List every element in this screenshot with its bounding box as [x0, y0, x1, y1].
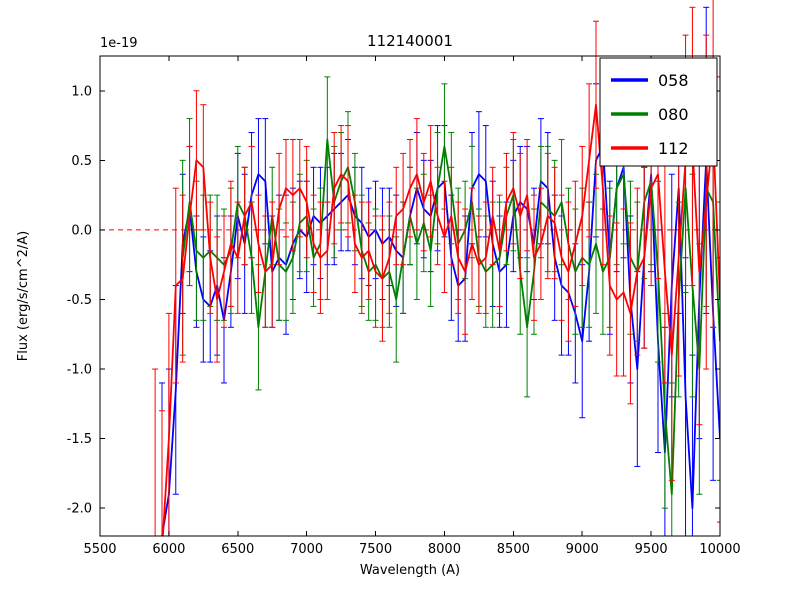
- x-tick-label: 10000: [699, 542, 740, 557]
- x-tick-label: 6000: [152, 542, 185, 557]
- tick-labels: 5500 6000 6500 7000 7500 8000 8500 9000 9500 1000…: [67, 84, 741, 557]
- x-tick-label: 7500: [359, 542, 392, 557]
- y-tick-label: -2.0: [67, 502, 92, 517]
- y-tick-label: 1.0: [71, 84, 92, 99]
- y-axis-label: Flux (erg/s/cm^2/A): [16, 231, 31, 361]
- x-tick-label: 9500: [635, 542, 668, 557]
- x-tick-label: 8500: [497, 542, 530, 557]
- y-tick-label: 0.5: [71, 154, 92, 169]
- y-tick-label: 0.0: [71, 223, 92, 238]
- chart-title: 112140001: [367, 32, 453, 50]
- series-058-line: [161, 145, 720, 536]
- plot-frame: [99, 55, 721, 537]
- x-axis-label: Wavelength (A): [360, 563, 460, 578]
- legend-label: 058: [658, 71, 689, 90]
- tick-marks: [99, 56, 721, 536]
- legend-label: 112: [658, 139, 689, 158]
- x-tick-label: 6500: [221, 542, 254, 557]
- x-tick-label: 9000: [566, 542, 599, 557]
- x-tick-label: 5500: [83, 542, 116, 557]
- x-tick-label: 7000: [290, 542, 323, 557]
- y-tick-label: -1.0: [67, 363, 92, 378]
- series-112-line: [155, 103, 720, 536]
- y-axis-offset-text: 1e-19: [100, 36, 138, 51]
- y-tick-label: -1.5: [67, 432, 92, 447]
- y-tick-label: -0.5: [67, 293, 92, 308]
- legend: 058 080 112: [599, 57, 718, 167]
- x-tick-label: 8000: [428, 542, 461, 557]
- plot-data-area: [100, 0, 720, 536]
- legend-label: 080: [658, 105, 689, 124]
